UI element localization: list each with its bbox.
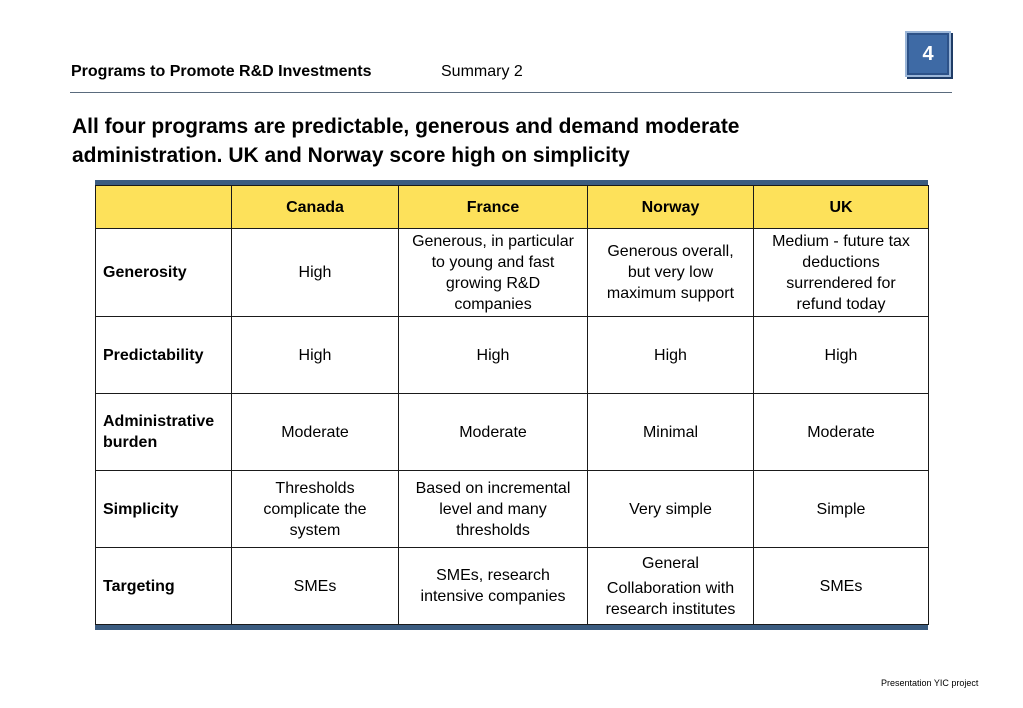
row-label-simplicity: Simplicity — [95, 470, 232, 548]
table-row: Simplicity Thresholds complicate the sys… — [95, 470, 929, 548]
cell-line: Generous overall, — [607, 243, 734, 260]
table-cell: SMEs — [753, 547, 929, 625]
table-header-row: Canada France Norway UK — [95, 185, 929, 229]
cell-line: to young and fast — [431, 253, 555, 271]
column-header-canada: Canada — [231, 185, 399, 229]
cell-line: level and many — [439, 500, 547, 518]
cell-line: research institutes — [605, 600, 736, 618]
table-top-bar — [95, 180, 928, 185]
table-cell: Generous overall, but very low maximum s… — [587, 228, 754, 317]
table-row: Administrative burden Moderate Moderate … — [95, 393, 929, 471]
table-cell: Moderate — [753, 393, 929, 471]
table-cell: Simple — [753, 470, 929, 548]
table-cell: SMEs — [231, 547, 399, 625]
table-cell: High — [231, 316, 399, 394]
table-cell: High — [398, 316, 588, 394]
cell-line: Medium - future tax — [772, 232, 910, 250]
table-cell: Medium - future tax deductions surrender… — [753, 228, 929, 317]
table-bottom-bar — [95, 625, 928, 630]
cell-line: complicate the — [263, 500, 367, 518]
table-cell: Thresholds complicate the system — [231, 470, 399, 548]
header-subtitle: Summary 2 — [441, 63, 523, 80]
row-label-line: burden — [103, 434, 158, 451]
cell-line: Thresholds — [275, 479, 355, 497]
comparison-table: Canada France Norway UK Generosity High … — [95, 185, 929, 625]
cell-line: growing R&D — [445, 274, 541, 292]
header-divider — [70, 92, 952, 93]
column-header-norway: Norway — [587, 185, 754, 229]
cell-line: surrendered for — [786, 274, 896, 292]
headline-line-2: administration. UK and Norway score high… — [72, 144, 630, 167]
table-cell: High — [587, 316, 754, 394]
cell-line: deductions — [802, 253, 880, 271]
column-header-france: France — [398, 185, 588, 229]
column-header-blank — [95, 185, 232, 229]
table-cell: Minimal — [587, 393, 754, 471]
column-header-uk: UK — [753, 185, 929, 229]
header-title: Programs to Promote R&D Investments — [71, 63, 372, 80]
table-row: Generosity High Generous, in particular … — [95, 228, 929, 317]
table-row: Targeting SMEs SMEs, research intensive … — [95, 547, 929, 625]
table-cell: General Collaboration with research inst… — [587, 547, 754, 625]
headline-line-1: All four programs are predictable, gener… — [72, 115, 740, 138]
slide-headline: All four programs are predictable, gener… — [72, 112, 912, 170]
table-cell: Based on incremental level and many thre… — [398, 470, 588, 548]
cell-line: thresholds — [456, 521, 530, 539]
cell-line: High — [298, 264, 332, 281]
cell-line: refund today — [796, 295, 886, 313]
cell-line: system — [289, 521, 341, 539]
comparison-table-container: Canada France Norway UK Generosity High … — [95, 180, 929, 630]
cell-line: companies — [454, 295, 532, 313]
table-cell: High — [231, 228, 399, 317]
row-label-targeting: Targeting — [95, 547, 232, 625]
cell-line: intensive companies — [420, 588, 566, 605]
row-label-predictability: Predictability — [95, 316, 232, 394]
cell-line: Collaboration with — [606, 579, 735, 597]
cell-line: maximum support — [606, 285, 735, 302]
cell-line: but very low — [627, 264, 714, 281]
table-cell: Generous, in particular to young and fas… — [398, 228, 588, 317]
cell-line: Generous, in particular — [412, 232, 574, 250]
row-label-generosity: Generosity — [95, 228, 232, 317]
page-number-badge: 4 — [905, 31, 951, 77]
table-row: Predictability High High High High — [95, 316, 929, 394]
row-label-line: Administrative — [103, 413, 215, 430]
table-cell: Moderate — [231, 393, 399, 471]
cell-line: SMEs, research — [436, 567, 550, 584]
cell-line: Based on incremental — [415, 479, 571, 497]
table-cell: High — [753, 316, 929, 394]
cell-line: General — [642, 554, 699, 572]
table-cell: Moderate — [398, 393, 588, 471]
footer-text: Presentation YIC project — [881, 678, 979, 688]
table-cell: Very simple — [587, 470, 754, 548]
row-label-administrative-burden: Administrative burden — [95, 393, 232, 471]
table-cell: SMEs, research intensive companies — [398, 547, 588, 625]
